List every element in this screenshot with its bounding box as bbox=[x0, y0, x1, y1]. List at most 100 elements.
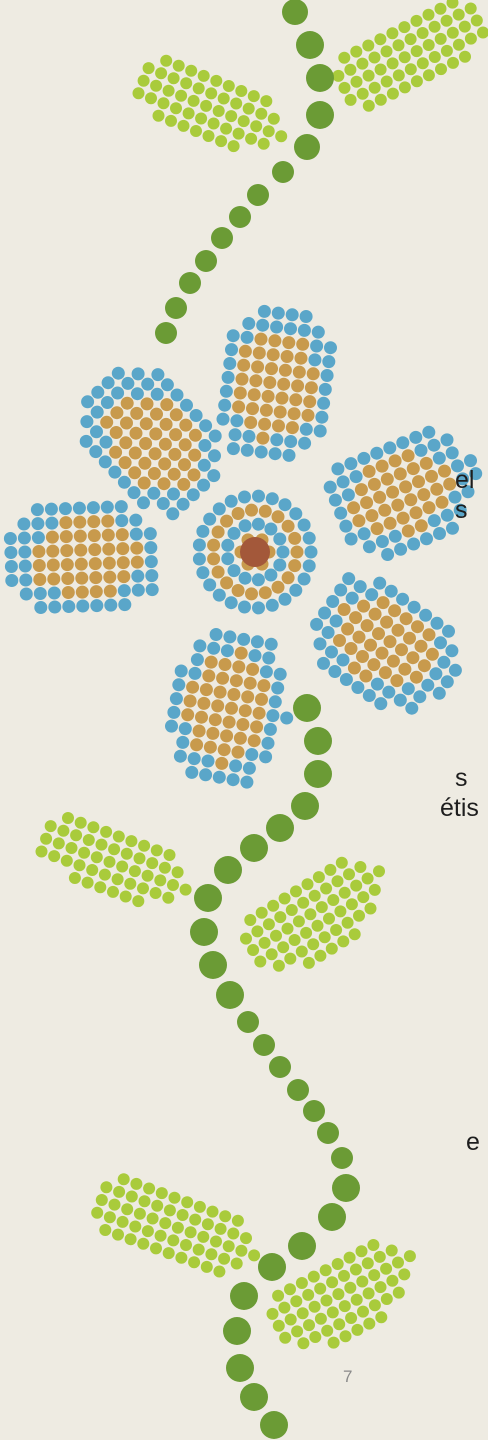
leaf-dot bbox=[124, 877, 137, 890]
center-dot bbox=[278, 592, 292, 606]
petal-dot bbox=[17, 531, 31, 545]
petal-dot bbox=[352, 514, 366, 528]
petal-dot bbox=[90, 425, 103, 439]
leaf-dot bbox=[428, 20, 441, 33]
petal-dot bbox=[178, 438, 192, 452]
vine-dot bbox=[306, 64, 334, 92]
petal-dot bbox=[362, 689, 376, 702]
petal-dot bbox=[223, 357, 237, 370]
leaf-dot bbox=[452, 8, 465, 21]
petal-dot bbox=[117, 475, 131, 489]
vine-dot bbox=[272, 161, 294, 183]
leaf-dot bbox=[132, 87, 145, 100]
leaf-dot bbox=[195, 112, 208, 125]
petal-dot bbox=[257, 304, 271, 318]
petal-dot bbox=[427, 514, 441, 528]
leaf-dot bbox=[158, 861, 171, 874]
leaf-dot bbox=[254, 955, 267, 968]
leaf-dot bbox=[94, 881, 107, 894]
leaf-dot bbox=[44, 820, 57, 833]
vine-dot bbox=[214, 856, 242, 884]
leaf-dot bbox=[235, 85, 248, 97]
petal-dot bbox=[277, 377, 291, 391]
petal-dot bbox=[186, 488, 200, 502]
leaf-dot bbox=[152, 109, 165, 122]
leaf-dot bbox=[362, 1287, 375, 1300]
leaf-dot bbox=[290, 1295, 303, 1308]
leaf-dot bbox=[100, 825, 113, 838]
vine-dot bbox=[216, 981, 244, 1009]
leaf-dot bbox=[155, 1187, 168, 1200]
petal-dot bbox=[144, 555, 158, 569]
petal-dot bbox=[280, 350, 294, 363]
petal-dot bbox=[318, 606, 332, 620]
petal-dot bbox=[401, 682, 415, 696]
leaf-dot bbox=[350, 879, 363, 892]
petal-dot bbox=[411, 620, 424, 634]
center-dot bbox=[273, 532, 287, 546]
center-dot bbox=[258, 586, 272, 600]
leaf-dot bbox=[404, 33, 417, 46]
petal-dot bbox=[197, 696, 211, 710]
petal-dot bbox=[375, 459, 389, 473]
petal-dot bbox=[229, 759, 243, 773]
leaf-dot bbox=[295, 945, 308, 958]
leaf-dot bbox=[314, 949, 327, 962]
leaf-dot bbox=[392, 69, 405, 82]
petal-dot bbox=[383, 635, 397, 649]
leaf-dot bbox=[143, 1182, 156, 1195]
petal-dot bbox=[268, 334, 282, 348]
petal-dot bbox=[360, 496, 374, 510]
leaf-dot bbox=[167, 879, 179, 891]
petal-dot bbox=[388, 529, 402, 543]
petal-dot bbox=[356, 650, 369, 663]
petal-dot bbox=[120, 396, 134, 410]
petal-dot bbox=[347, 501, 361, 515]
petal-dot bbox=[442, 624, 455, 638]
center-dot bbox=[290, 545, 304, 559]
center-dot bbox=[211, 565, 225, 579]
petal-dot bbox=[115, 528, 129, 542]
leaf-dot bbox=[374, 93, 387, 106]
petal-dot bbox=[336, 475, 350, 489]
center-dot bbox=[238, 571, 252, 585]
petal-dot bbox=[241, 690, 255, 704]
leaf-dot bbox=[222, 80, 235, 92]
petal-dot bbox=[34, 601, 48, 614]
petal-dot bbox=[232, 400, 246, 414]
petal-dot bbox=[31, 517, 45, 531]
petal-dot bbox=[352, 630, 366, 644]
center-dot bbox=[252, 489, 265, 503]
petal-dot bbox=[167, 487, 180, 501]
center-dot bbox=[304, 545, 318, 559]
petal-dot bbox=[266, 348, 280, 362]
petal-dot bbox=[156, 497, 170, 510]
center-dot bbox=[212, 502, 226, 516]
vine-dot bbox=[304, 760, 332, 788]
petal-dot bbox=[258, 417, 272, 431]
petal-dot bbox=[390, 674, 404, 688]
petal-dot bbox=[364, 638, 377, 652]
petal-dot bbox=[137, 476, 151, 490]
leaf-dot bbox=[386, 87, 399, 100]
petal-dot bbox=[129, 513, 143, 527]
leaf-dot bbox=[374, 33, 387, 46]
leaf-dot bbox=[260, 95, 273, 108]
leaf-dot bbox=[272, 1319, 285, 1332]
petal-dot bbox=[87, 515, 101, 529]
petal-dot bbox=[299, 310, 313, 323]
petal-dot bbox=[101, 376, 115, 390]
leaf-dot bbox=[338, 51, 351, 64]
leaf-dot bbox=[262, 918, 275, 931]
leaf-dot bbox=[398, 1268, 411, 1281]
leaf-dot bbox=[331, 1258, 344, 1270]
petal-dot bbox=[160, 398, 174, 412]
petal-dot bbox=[404, 493, 418, 507]
petal-dot bbox=[17, 517, 31, 531]
leaf-dot bbox=[240, 1232, 252, 1245]
center-dot bbox=[251, 517, 265, 531]
leaf-dot bbox=[113, 1185, 126, 1198]
center-dot bbox=[264, 522, 278, 536]
leaf-dot bbox=[392, 39, 405, 52]
leaf-dot bbox=[375, 1311, 388, 1324]
